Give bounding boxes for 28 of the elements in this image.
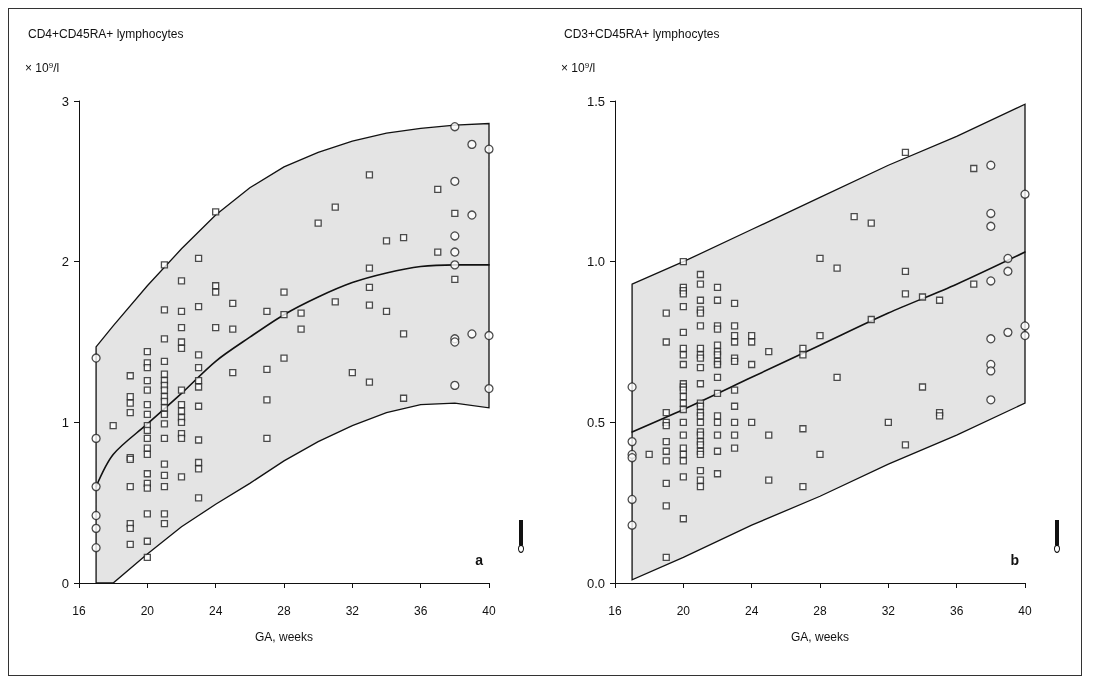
- x-tick-label: 40: [1018, 604, 1032, 618]
- x-axis-title: GA, weeks: [790, 630, 850, 644]
- x-tick-label: 40: [482, 604, 496, 618]
- x-tick-label: 36: [949, 604, 964, 618]
- x-axis-title: GA, weeks: [254, 630, 314, 644]
- x-tick-label: 20: [676, 604, 691, 618]
- x-tick-label: 16: [72, 604, 86, 618]
- x-tick-label: 36: [413, 604, 428, 618]
- y-tick-label: 2: [61, 254, 69, 270]
- chart-title: CD4+CD45RA+ lymphocytes: [28, 27, 184, 41]
- x-tick-label: 32: [345, 604, 360, 618]
- y-tick-label: 1: [61, 414, 69, 430]
- y-tick-label: 1.5: [586, 93, 605, 109]
- y-tick-label: 1.0: [586, 254, 605, 270]
- annotation: b: [1010, 552, 1020, 568]
- x-tick-label: 32: [881, 604, 896, 618]
- y-tick-label: 3: [61, 93, 69, 109]
- annotation: a: [475, 552, 484, 568]
- y-tick-label: 0.5: [586, 414, 605, 430]
- x-tick-label: 28: [277, 604, 291, 618]
- y-tick-label: 0: [61, 575, 69, 591]
- y-tick-label: 0.0: [586, 575, 605, 591]
- x-tick-label: 20: [140, 604, 155, 618]
- x-tick-label: 28: [813, 604, 827, 618]
- x-tick-label: 24: [208, 604, 223, 618]
- x-tick-label: 16: [608, 604, 622, 618]
- chart-title: CD3+CD45RA+ lymphocytes: [564, 27, 720, 41]
- x-tick-label: 24: [744, 604, 759, 618]
